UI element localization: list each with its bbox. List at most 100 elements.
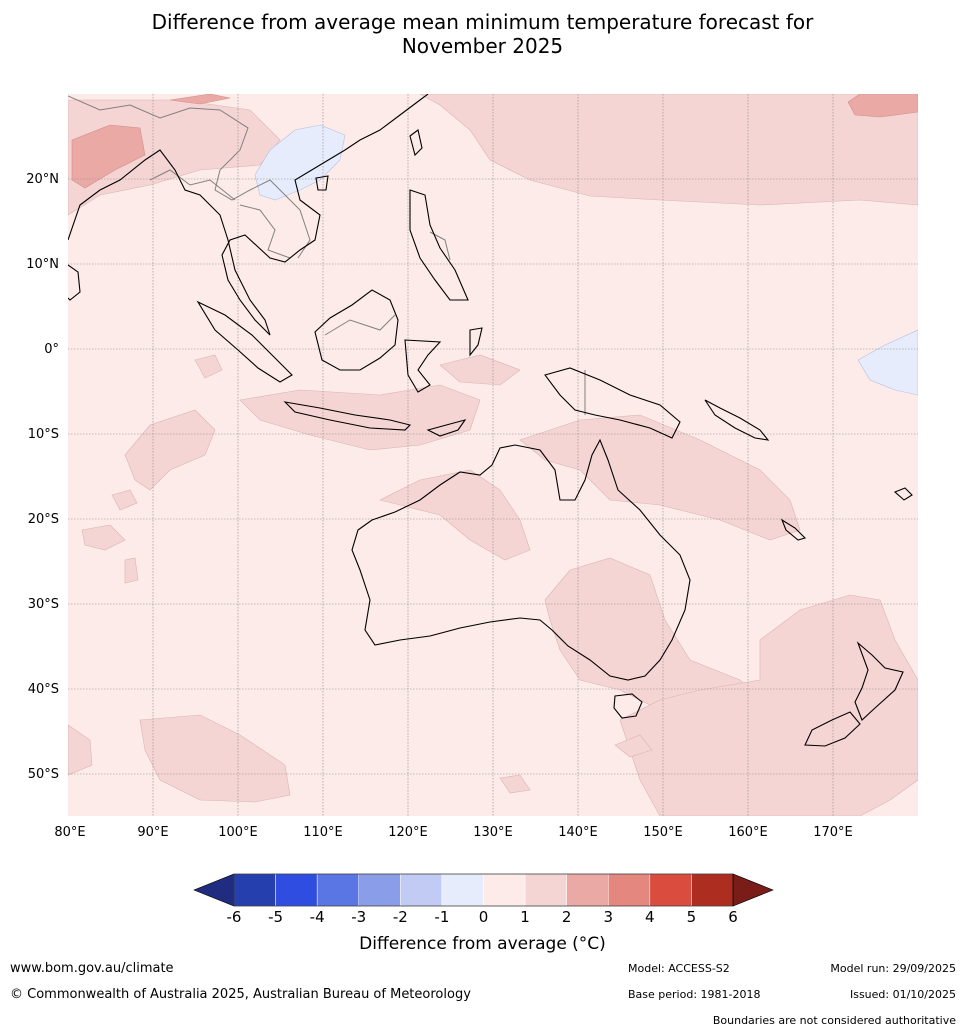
- colorbar-outline: [233, 873, 734, 907]
- colorbar-label: Difference from average (°C): [359, 934, 606, 954]
- colorbar-tick-label: 2: [562, 908, 572, 926]
- colorbar-tick-label: -6: [227, 908, 242, 926]
- colorbar-segment: [483, 873, 526, 907]
- lon-tick-label: 140°E: [558, 825, 598, 840]
- colorbar-tick-label: -5: [268, 908, 283, 926]
- coastlines: [68, 94, 913, 747]
- map-body: [68, 94, 918, 816]
- lon-tick-label: 80°E: [54, 825, 85, 840]
- lon-tick-label: 100°E: [218, 825, 258, 840]
- anomaly-regions-minus-1-0: [254, 124, 918, 396]
- copyright-text: © Commonwealth of Australia 2025, Austra…: [10, 987, 471, 1002]
- issued-date: Issued: 01/10/2025: [849, 988, 956, 1001]
- new-zealand-north-coast: [854, 641, 904, 721]
- anomaly-region-sw-ocean: [68, 724, 93, 776]
- lat-tick-label: 0°: [44, 342, 59, 357]
- lon-tick-label: 120°E: [388, 825, 428, 840]
- lat-tick-label: 10°N: [26, 257, 59, 272]
- colorbar-tick-label: 0: [479, 908, 489, 926]
- colorbar-segment: [233, 873, 276, 907]
- lon-tick-label: 150°E: [643, 825, 683, 840]
- colorbar-segment: [691, 873, 734, 907]
- sulawesi-coast: [404, 339, 442, 393]
- anomaly-regions-2-3: [71, 94, 918, 189]
- anomaly-region-north-pacific-warm: [847, 94, 918, 118]
- colorbar-tick-label: -2: [393, 908, 408, 926]
- taiwan-coast: [409, 129, 423, 157]
- colorbar-segment: [608, 873, 651, 907]
- lon-tick-label: 110°E: [303, 825, 343, 840]
- java-coast: [283, 401, 412, 431]
- anomaly-region-small-5: [614, 734, 653, 758]
- fiji-coast: [893, 487, 913, 501]
- lat-tick-labels: 20°N 10°N 0° 10°S 20°S 30°S 40°S 50°S: [26, 172, 59, 782]
- colorbar-segment: [566, 873, 609, 907]
- anomaly-region-small-6: [499, 774, 531, 794]
- title-line-1: Difference from average mean minimum tem…: [151, 10, 814, 34]
- colorbar-tick-label: 4: [645, 908, 655, 926]
- lon-tick-labels: 80°E 90°E 100°E 110°E 120°E 130°E 140°E …: [54, 825, 852, 840]
- anomaly-region-small-4: [194, 354, 223, 379]
- hainan-coast: [315, 175, 329, 191]
- new-zealand-south-coast: [804, 711, 861, 747]
- colorbar-extend-high: [732, 873, 774, 907]
- colorbar-segment: [441, 873, 484, 907]
- lat-tick-label: 50°S: [28, 767, 59, 782]
- colorbar-tick-label: 3: [603, 908, 613, 926]
- country-borders: [68, 95, 586, 415]
- lon-tick-label: 130°E: [473, 825, 513, 840]
- colorbar-tick-label: 5: [687, 908, 697, 926]
- colorbar-tick-labels: -6 -5 -4 -3 -2 -1 0 1 2 3 4 5 6: [227, 908, 738, 926]
- colorbar-segment: [649, 873, 692, 907]
- colorbar-tick-label: -3: [351, 908, 366, 926]
- anomaly-regions-1-2: [68, 94, 918, 816]
- anomaly-region-banda: [439, 354, 521, 386]
- anomaly-region-china-warm: [169, 94, 231, 105]
- lat-tick-label: 30°S: [28, 597, 59, 612]
- colorbar-tick-label: 6: [728, 908, 738, 926]
- lon-tick-label: 90°E: [137, 825, 168, 840]
- anomaly-region-southern-ocean: [139, 714, 291, 803]
- anomaly-region-indian-ocean: [124, 409, 216, 491]
- anomaly-region-tasman: [619, 594, 918, 816]
- sri-lanka-coast: [68, 264, 81, 301]
- anomaly-region-small-3: [124, 557, 139, 584]
- lat-tick-label: 20°S: [28, 512, 59, 527]
- new-guinea-coast: [544, 367, 681, 439]
- lat-tick-label: 40°S: [28, 682, 59, 697]
- philippines-coast: [409, 189, 469, 301]
- colorbar-segment: [400, 873, 443, 907]
- tasmania-coast: [613, 693, 643, 719]
- anomaly-region-small-2: [111, 489, 138, 511]
- asia-mainland-coast: [68, 94, 429, 336]
- boundary-disclaimer: Boundaries are not considered authoritat…: [712, 1014, 956, 1027]
- lon-tick-label: 160°E: [728, 825, 768, 840]
- colorbar-segment: [275, 873, 318, 907]
- anomaly-region-nw-shelf: [379, 469, 531, 561]
- anomaly-region-north-pacific: [419, 94, 918, 206]
- anomaly-region-equatorial-pacific: [857, 329, 918, 396]
- colorbar-segment: [358, 873, 401, 907]
- model-name: Model: ACCESS-S2: [628, 962, 730, 975]
- borneo-coast: [314, 289, 399, 371]
- colorbar-segment: [316, 873, 359, 907]
- colorbar-tick-label: -1: [434, 908, 449, 926]
- anomaly-region-south-china-sea: [254, 124, 346, 201]
- website-link[interactable]: www.bom.gov.au/climate: [10, 961, 174, 976]
- title-line-2: November 2025: [401, 34, 564, 58]
- model-run: Model run: 29/09/2025: [830, 962, 956, 975]
- lon-tick-label: 170°E: [813, 825, 853, 840]
- anomaly-region-bay-of-bengal: [71, 124, 146, 189]
- colorbar: [193, 873, 774, 907]
- australia-coast: [351, 438, 691, 681]
- solomon-coast: [704, 399, 770, 441]
- colorbar-tick-label: -4: [310, 908, 325, 926]
- anomaly-region-timor-to-fiji: [519, 414, 801, 541]
- timor-coast: [426, 419, 467, 437]
- colorbar-segment: [524, 873, 567, 907]
- graticule: [68, 94, 918, 816]
- chart-title: Difference from average mean minimum tem…: [0, 10, 965, 58]
- anomaly-region-small-1: [81, 524, 126, 551]
- lat-tick-label: 20°N: [26, 172, 59, 187]
